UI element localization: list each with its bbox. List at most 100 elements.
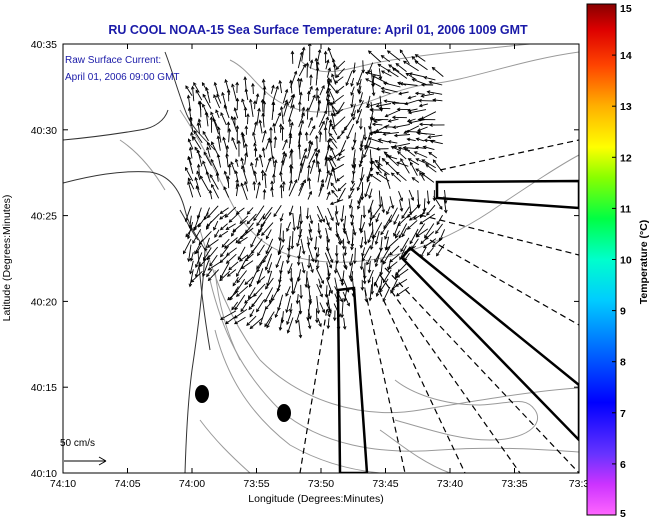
current-vector <box>226 247 237 256</box>
current-vector <box>212 117 220 135</box>
x-tick-label: 74:05 <box>114 478 140 490</box>
current-vector <box>298 179 307 197</box>
radar-beam-south <box>336 286 369 473</box>
current-vector <box>243 106 248 117</box>
current-vector <box>324 252 333 269</box>
current-vector <box>283 101 289 117</box>
station-marker-east <box>277 404 291 422</box>
current-vector <box>276 276 282 293</box>
current-vector <box>325 170 330 183</box>
radar-beams <box>336 179 579 473</box>
current-vector <box>343 118 353 131</box>
current-vector <box>395 171 407 182</box>
current-vector <box>367 269 374 284</box>
current-vector <box>297 51 304 69</box>
current-vector <box>356 71 363 87</box>
current-vector <box>205 170 211 183</box>
current-vector <box>368 188 373 200</box>
current-vector <box>384 230 389 240</box>
current-vector <box>371 160 382 174</box>
current-vector <box>213 220 219 231</box>
current-vector <box>231 83 238 102</box>
current-vector <box>334 245 339 257</box>
current-vector <box>237 236 248 244</box>
current-vector <box>266 317 273 329</box>
current-vector <box>253 121 258 133</box>
current-vector <box>416 131 435 136</box>
current-vector <box>279 171 283 182</box>
current-vector <box>330 122 338 136</box>
current-vector <box>387 140 398 144</box>
current-vector <box>271 101 276 121</box>
current-vector <box>267 262 273 274</box>
current-vector <box>196 149 203 167</box>
current-vector <box>272 122 276 134</box>
current-vector <box>218 230 229 238</box>
current-vector <box>233 116 237 126</box>
current-vector <box>356 100 364 114</box>
current-vector <box>227 163 232 176</box>
current-vector <box>235 125 240 144</box>
current-vector <box>286 254 290 264</box>
colorbar-tick-label: 7 <box>620 408 626 420</box>
current-vector <box>299 91 303 102</box>
current-vector <box>219 213 227 220</box>
current-vector <box>398 191 404 202</box>
current-vector <box>359 140 363 152</box>
current-vector <box>219 310 237 320</box>
current-vector <box>308 223 313 234</box>
x-tick-label: 73:45 <box>372 478 398 490</box>
current-vector <box>380 70 392 77</box>
current-vector <box>227 291 237 301</box>
current-vector <box>265 137 271 150</box>
current-vector <box>282 150 286 160</box>
current-vector <box>265 229 272 240</box>
current-vector <box>365 78 381 88</box>
current-vector <box>214 229 220 238</box>
current-vector <box>335 85 345 94</box>
current-vector <box>377 63 389 71</box>
current-vector <box>329 137 338 149</box>
current-vector <box>243 180 249 192</box>
current-vector <box>351 287 356 298</box>
current-vector <box>369 237 375 251</box>
current-vector <box>373 271 382 287</box>
current-vector <box>329 101 336 117</box>
current-vector <box>264 302 272 310</box>
current-vector <box>385 238 399 251</box>
current-vector <box>213 81 219 96</box>
current-vector <box>240 260 254 270</box>
colorbar-tick-label: 6 <box>620 459 626 471</box>
current-vector <box>221 238 230 248</box>
current-vector <box>359 118 363 130</box>
current-vector <box>309 74 313 86</box>
current-vector <box>414 54 426 62</box>
current-vector <box>331 166 337 184</box>
current-vector <box>358 156 364 168</box>
current-vector <box>330 112 336 127</box>
current-vector <box>374 247 383 263</box>
current-vector <box>415 168 426 175</box>
current-vector <box>299 147 308 166</box>
current-vector <box>225 223 236 231</box>
current-vector <box>417 126 428 132</box>
current-vector <box>231 301 239 311</box>
current-vector <box>443 196 448 214</box>
current-vector <box>352 247 357 265</box>
current-vector <box>415 137 425 142</box>
current-vector <box>401 206 410 219</box>
current-vector <box>273 135 278 149</box>
current-vector <box>307 140 314 159</box>
current-vector <box>196 121 201 134</box>
bathymetry-contours <box>119 44 579 473</box>
current-vector <box>226 175 230 189</box>
current-vector <box>307 309 312 320</box>
current-vector <box>185 85 193 97</box>
current-vector <box>261 112 265 128</box>
current-vector <box>423 75 436 81</box>
current-vector <box>240 131 245 149</box>
current-vector <box>350 86 355 96</box>
current-vector <box>227 127 232 143</box>
current-vector <box>340 300 344 319</box>
current-vector <box>335 60 346 70</box>
